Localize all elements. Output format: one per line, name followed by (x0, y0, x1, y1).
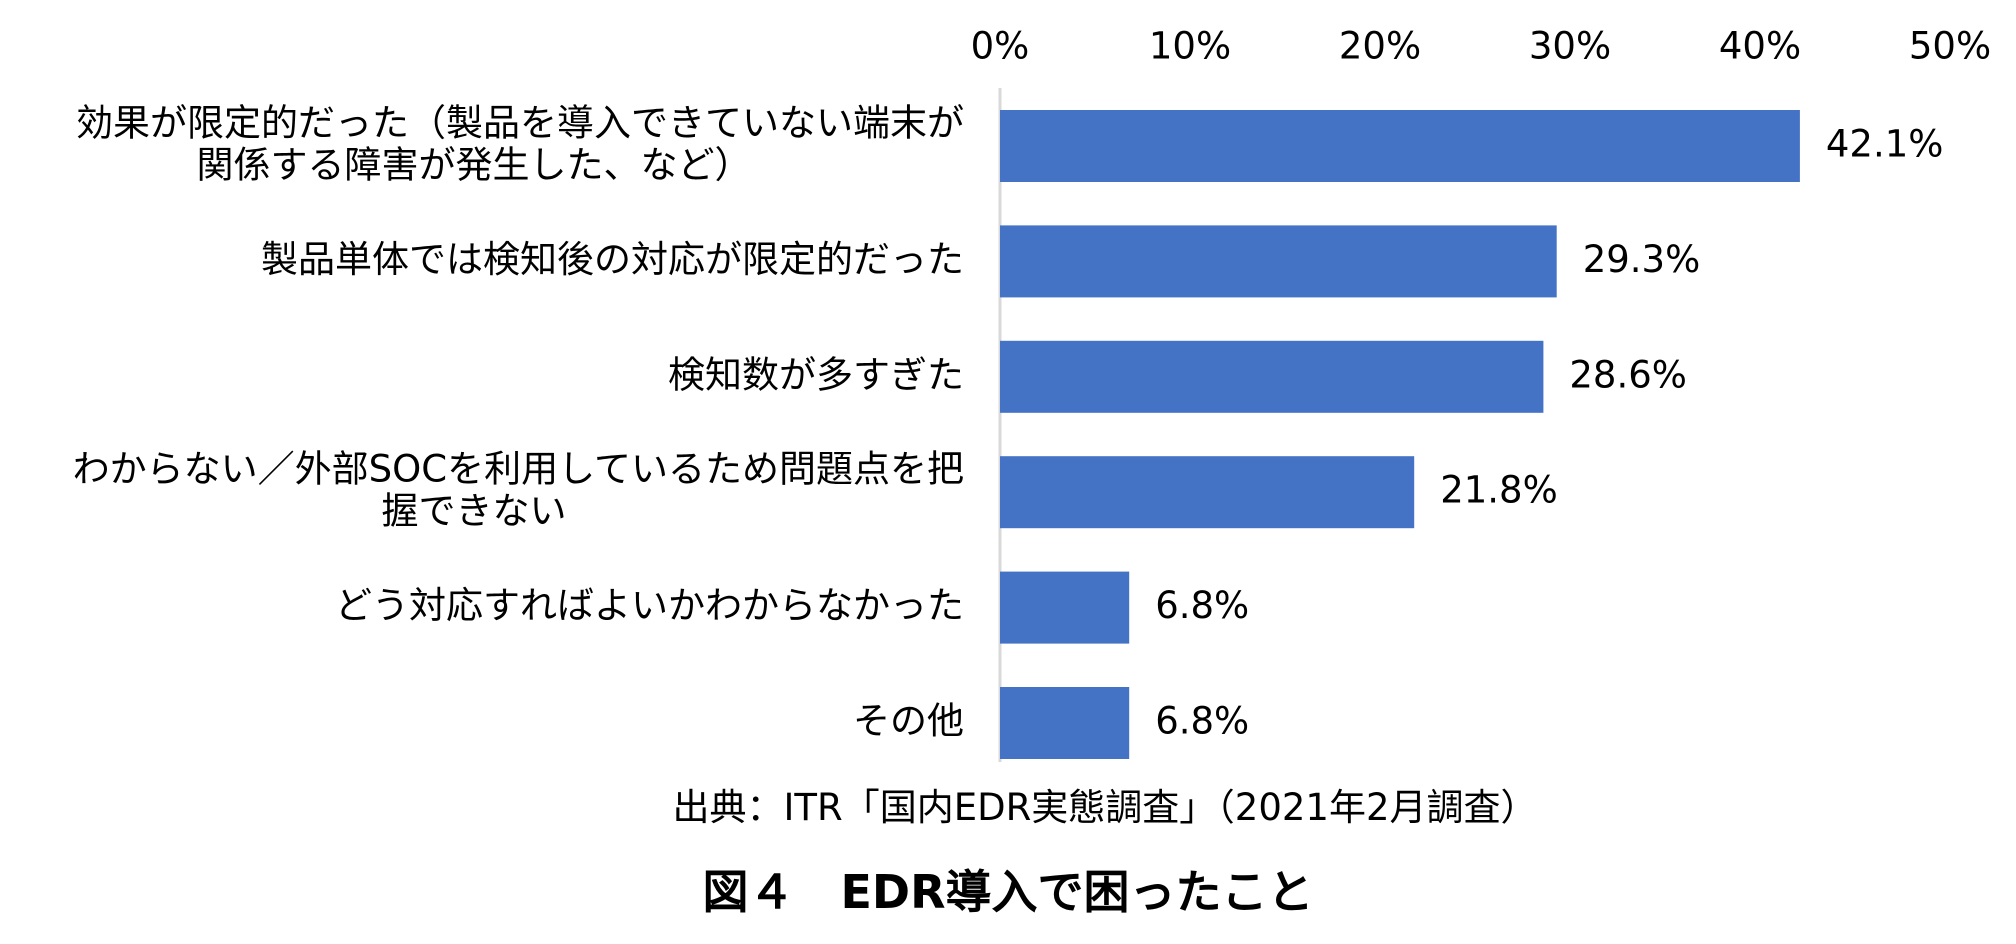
value-label: 21.8% (1440, 469, 1558, 512)
category-label: 検知数が多すぎた (668, 353, 964, 396)
bar (1000, 110, 1800, 182)
x-tick-label: 40% (1719, 25, 1801, 68)
category-label: 握できない (382, 490, 567, 533)
value-label: 29.3% (1583, 238, 1701, 281)
value-label: 6.8% (1155, 700, 1249, 743)
bar (1000, 225, 1557, 298)
x-axis: 0% 10% 20% 30% 40% 50% (971, 25, 1991, 762)
bars (1000, 110, 1800, 759)
value-label: 6.8% (1155, 584, 1249, 627)
value-label: 42.1% (1826, 123, 1944, 166)
value-labels: 42.1% 29.3% 28.6% 21.8% 6.8% 6.8% (1155, 123, 1943, 743)
bar (1000, 571, 1130, 644)
category-label: 効果が限定的だった（製品を導入できていない端末が (76, 102, 964, 145)
category-label: その他 (853, 700, 964, 743)
source-note: 出典：ITR「国内EDR実態調査」（2021年2月調査） (672, 786, 1537, 829)
x-tick-label: 0% (971, 25, 1030, 68)
category-label: 関係する障害が発生した、など） (197, 144, 752, 187)
bar (1000, 456, 1415, 529)
category-label: どう対応すればよいかわからなかった (335, 584, 964, 627)
category-label: 製品単体では検知後の対応が限定的だった (261, 238, 964, 281)
value-label: 28.6% (1569, 353, 1687, 396)
category-label: わからない／外部SOCを利用しているため問題点を把 (73, 448, 964, 491)
x-tick-label: 50% (1909, 25, 1991, 68)
x-tick-label: 10% (1149, 25, 1231, 68)
bar (1000, 340, 1544, 413)
x-tick-label: 20% (1339, 25, 1421, 68)
chart-title: 図４ EDR導入で困ったこと (702, 865, 1313, 919)
x-tick-label: 30% (1529, 25, 1611, 68)
bar (1000, 687, 1130, 759)
